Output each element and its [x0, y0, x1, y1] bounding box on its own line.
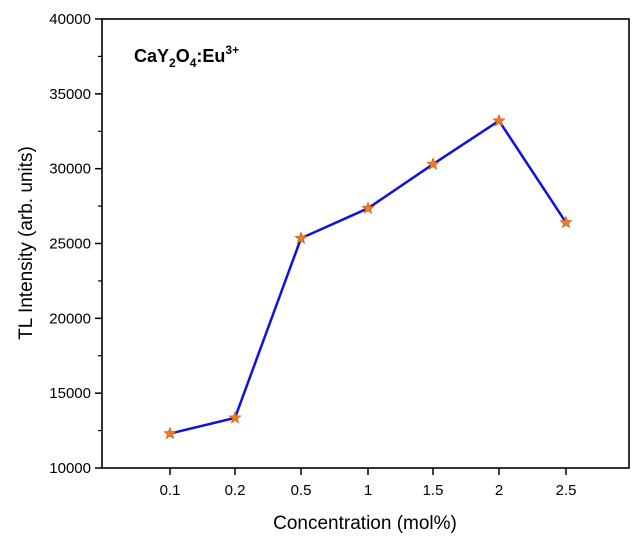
annotation-label: CaY2O4:Eu3+ — [134, 43, 239, 70]
y-tick-label: 15000 — [49, 385, 91, 402]
y-axis-ticks: 10000 15000 20000 25000 30000 35000 40000 — [49, 11, 102, 477]
data-point-1.5 — [426, 157, 440, 170]
x-tick-label: 0.5 — [291, 482, 312, 499]
plot-frame — [101, 18, 630, 469]
data-point-0.2 — [228, 410, 242, 424]
y-tick-label: 20000 — [49, 310, 91, 327]
y-tick-label: 25000 — [49, 236, 91, 253]
data-point-0.1 — [163, 426, 177, 440]
x-tick-label: 2.5 — [556, 482, 577, 499]
series-line — [169, 119, 568, 435]
data-point-0.5 — [294, 231, 308, 244]
x-tick-label: 1 — [364, 482, 372, 499]
x-tick-label: 0.1 — [160, 482, 181, 499]
x-tick-label: 0.2 — [225, 482, 246, 499]
x-tick-label: 2 — [495, 482, 503, 499]
y-tick-label: 30000 — [49, 161, 91, 178]
data-point-2 — [492, 113, 506, 127]
data-point-2.5 — [559, 215, 573, 229]
y-tick-label: 35000 — [49, 86, 91, 103]
x-axis-title: Concentration (mol%) — [273, 513, 457, 534]
x-axis-ticks: 0.1 0.2 0.5 1 1.5 2 2.5 — [160, 468, 577, 499]
y-tick-label: 10000 — [49, 460, 91, 477]
y-tick-label: 40000 — [49, 11, 91, 28]
data-series — [163, 113, 573, 440]
x-tick-label: 1.5 — [423, 482, 444, 499]
data-point-1 — [361, 201, 375, 215]
y-axis-title: TL Intensity (arb. units) — [16, 146, 37, 340]
